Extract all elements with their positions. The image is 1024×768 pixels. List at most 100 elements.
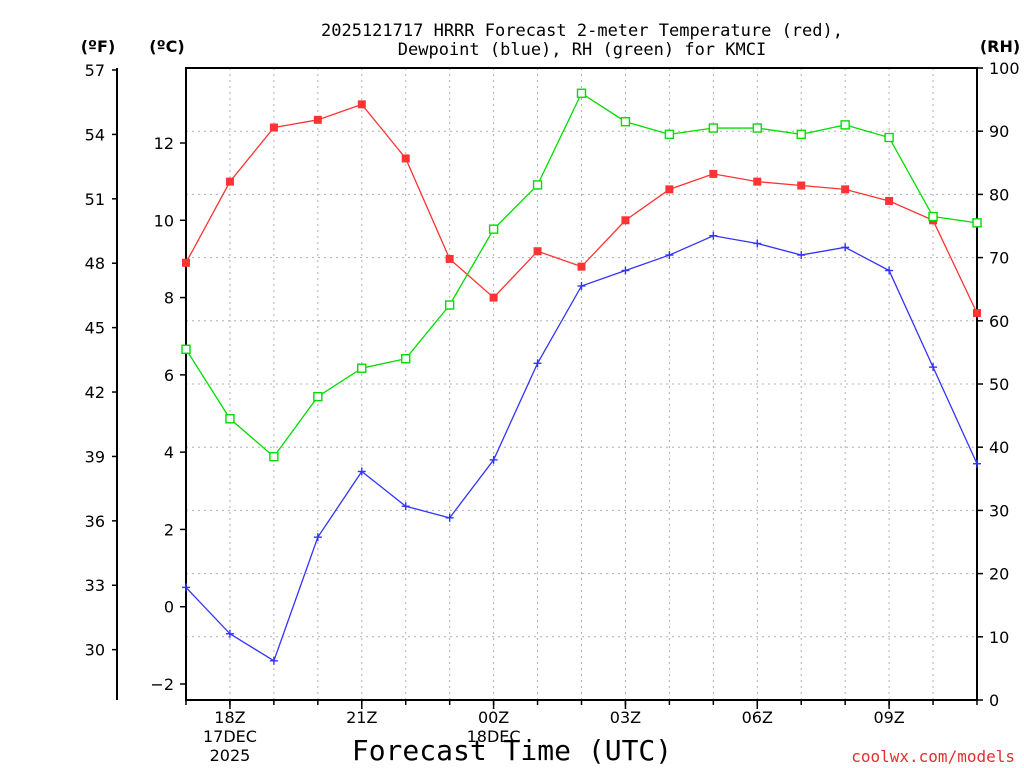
data-point (708, 123, 719, 133)
series (181, 88, 982, 665)
chart-title: 2025121717 HRRR Forecast 2-meter Tempera… (321, 21, 843, 60)
data-point (533, 359, 542, 368)
data-point (225, 414, 235, 424)
data-point (488, 224, 499, 234)
data-point (533, 247, 542, 256)
axes: 30 33 36 39 42 45 48 51 54 57 −2 0 2 4 6 8 10 12 0 10 20 30 40… (85, 59, 1020, 765)
data-point (797, 181, 806, 190)
data-point (444, 300, 455, 310)
fahrenheit-tick-label: 45 (85, 319, 105, 338)
data-point (973, 309, 981, 318)
x-tick-label: 03Z (610, 708, 641, 727)
rh-tick-label: 50 (989, 375, 1009, 394)
data-point (225, 177, 234, 186)
fahrenheit-tick-label: 39 (85, 447, 105, 466)
data-point (269, 123, 278, 132)
data-point (532, 180, 543, 190)
fahrenheit-tick-label: 54 (85, 125, 105, 144)
data-point (489, 293, 498, 302)
rh-tick-label: 100 (989, 59, 1020, 78)
data-point (665, 185, 674, 194)
data-point (269, 451, 279, 462)
celsius-tick-label: 2 (164, 520, 174, 539)
data-point (401, 154, 410, 163)
data-point (181, 344, 191, 354)
data-point (709, 231, 718, 240)
celsius-tick-label: 6 (164, 366, 174, 385)
rh-tick-label: 40 (989, 438, 1009, 457)
data-point (489, 455, 498, 464)
fahrenheit-tick-label: 57 (85, 61, 105, 80)
data-point (709, 169, 718, 178)
data-point (840, 120, 850, 130)
celsius-tick-label: 8 (164, 289, 174, 308)
rh-tick-label: 0 (989, 691, 999, 710)
x-tick-label: 09Z (873, 708, 904, 727)
celsius-tick-label: 0 (164, 598, 174, 617)
fahrenheit-tick-label: 48 (85, 254, 105, 273)
rh-tick-label: 60 (989, 312, 1009, 331)
data-point (401, 502, 410, 511)
data-point (752, 123, 762, 133)
x-tick-label: 21Z (346, 708, 377, 727)
data-point (753, 239, 762, 248)
fahrenheit-tick-label: 33 (85, 576, 105, 595)
data-point (357, 467, 366, 476)
unit-label-fahrenheit: (ºF) (81, 37, 116, 56)
rh-tick-label: 30 (989, 501, 1009, 520)
rh-tick-label: 70 (989, 249, 1009, 268)
data-point (929, 363, 938, 372)
fahrenheit-tick-label: 42 (85, 383, 105, 402)
data-point (796, 129, 806, 140)
watermark: coolwx.com/models (851, 747, 1015, 766)
data-point (884, 132, 894, 143)
data-point (576, 88, 587, 98)
x-date-label: 18DEC (467, 727, 521, 746)
data-point (753, 177, 762, 186)
data-point (401, 354, 411, 364)
data-point (445, 513, 454, 522)
data-point (225, 629, 234, 638)
grid (186, 68, 977, 700)
celsius-tick-label: 12 (154, 134, 174, 153)
rh-tick-label: 20 (989, 565, 1009, 584)
rh-tick-label: 10 (989, 628, 1009, 647)
data-point (621, 266, 630, 275)
fahrenheit-tick-label: 30 (85, 641, 105, 660)
data-point (885, 266, 894, 275)
x-date-label: 17DEC (203, 727, 257, 746)
data-point (797, 251, 806, 260)
celsius-tick-label: −2 (150, 675, 174, 694)
data-point (928, 211, 938, 222)
data-point (445, 254, 454, 263)
x-axis-label: Forecast Time (UTC) (352, 734, 672, 767)
data-point (577, 281, 586, 290)
data-point (182, 258, 190, 267)
data-point (841, 243, 850, 252)
data-point (182, 583, 190, 592)
data-point (841, 185, 850, 194)
x-date-label: 2025 (210, 746, 251, 765)
rh-tick-label: 90 (989, 122, 1009, 141)
x-tick-label: 18Z (214, 708, 245, 727)
data-point (665, 251, 674, 260)
celsius-tick-label: 4 (164, 443, 174, 462)
data-point (620, 117, 631, 127)
data-point (973, 459, 981, 468)
data-point (313, 391, 323, 402)
data-point (577, 262, 586, 271)
x-tick-label: 06Z (742, 708, 773, 727)
series-dewpoint (182, 231, 981, 665)
x-tick-label: 00Z (478, 708, 509, 727)
data-point (972, 218, 982, 228)
data-point (357, 100, 366, 109)
title-line: 2025121717 HRRR Forecast 2-meter Tempera… (321, 21, 843, 41)
data-point (357, 363, 367, 373)
unit-label-rh: (RH) (980, 37, 1020, 56)
rh-tick-label: 80 (989, 185, 1009, 204)
data-point (313, 115, 322, 124)
unit-label-celsius: (ºC) (149, 37, 184, 56)
series-rh (181, 88, 982, 462)
title-line: Dewpoint (blue), RH (green) for KMCI (398, 40, 766, 60)
